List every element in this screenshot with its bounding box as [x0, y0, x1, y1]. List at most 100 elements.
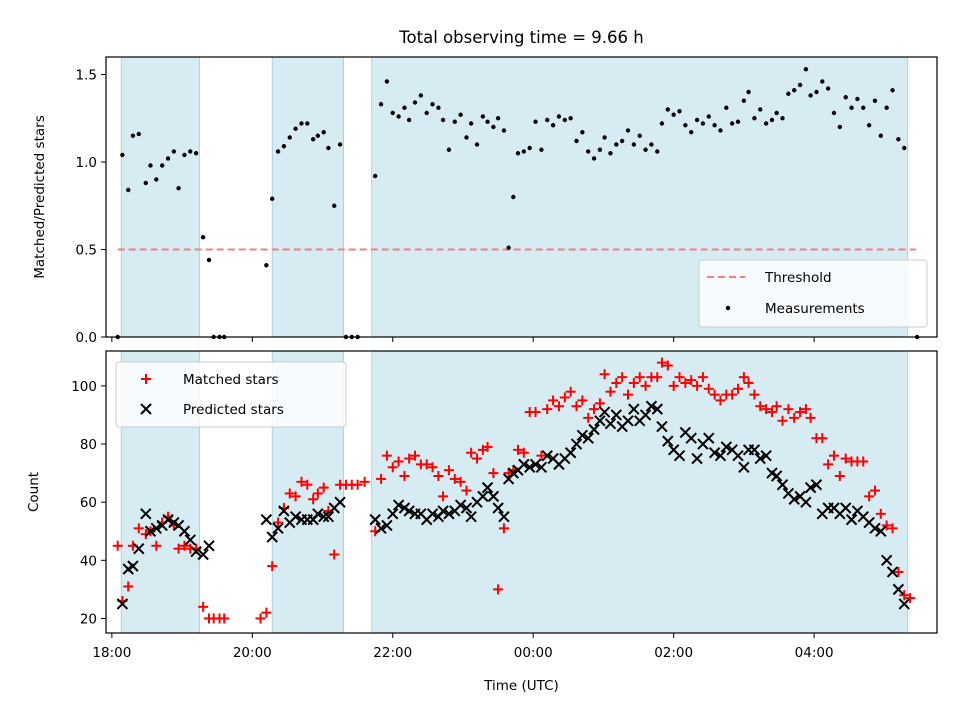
measurement-point [440, 117, 446, 123]
x-stroke [403, 505, 415, 517]
measurement-point [418, 93, 424, 98]
matched-star-point [840, 453, 851, 464]
x-stroke [334, 496, 346, 508]
x-stroke [651, 403, 663, 415]
measurement-point [310, 137, 316, 142]
x-stroke [673, 449, 686, 462]
measurements-legend-swatch [725, 305, 731, 311]
x-stroke [415, 508, 427, 520]
x-stroke [685, 432, 697, 444]
matched-star-point [640, 380, 651, 391]
matched-star-point [766, 407, 777, 418]
x-stroke [541, 449, 553, 462]
measurement-point [866, 123, 872, 128]
measurement-point [275, 149, 281, 154]
y-tick-label: 20 [80, 611, 97, 627]
predicted-star-point [628, 403, 640, 415]
predicted-legend-swatch [140, 403, 152, 415]
matched-star-point [749, 389, 760, 400]
matched-star-point [449, 473, 460, 484]
measurement-point [689, 130, 694, 135]
predicted-stars-points [116, 400, 910, 610]
measurement-point [436, 105, 441, 110]
measurement-point [597, 147, 603, 152]
matched-star-point [482, 441, 493, 452]
matched-stars-points [112, 357, 916, 624]
matched-star-point [151, 540, 162, 551]
x-stroke [381, 519, 393, 532]
matched-star-point [488, 468, 499, 479]
measurement-point [485, 119, 490, 124]
matched-star-point [805, 412, 816, 423]
x-stroke [454, 499, 467, 511]
matched-star-point [404, 453, 415, 464]
predicted-star-point [127, 560, 139, 572]
matched-star-point [219, 613, 230, 624]
matched-star-point [777, 415, 788, 426]
predicted-star-point [708, 447, 721, 459]
x-stroke [794, 490, 806, 503]
x-stroke [845, 513, 858, 526]
x-tick-label: 22:00 [373, 645, 412, 661]
x-stroke [369, 513, 381, 526]
x-stroke [140, 403, 152, 415]
predicted-star-point [869, 522, 881, 535]
measurement-point [126, 187, 131, 193]
measurement-point [527, 145, 532, 151]
matched-star-point [433, 471, 444, 482]
measurement-point [556, 114, 562, 119]
matched-star-point [329, 549, 340, 560]
measurement-point [814, 89, 819, 95]
measurement-point [452, 119, 457, 124]
matched-star-point [686, 375, 697, 386]
measurement-point [786, 91, 791, 96]
x-stroke [465, 511, 477, 523]
measurement-point [468, 121, 474, 126]
matched-star-point [875, 508, 886, 519]
x-stroke [576, 429, 589, 442]
x-stroke [691, 452, 703, 465]
x-stroke [732, 449, 744, 462]
measurement-point [752, 116, 757, 121]
x-stroke [168, 516, 180, 529]
measurement-point [797, 82, 803, 88]
measurement-point [831, 110, 837, 116]
matched-star-point [594, 398, 605, 409]
measurement-point [884, 105, 889, 110]
x-stroke [760, 449, 772, 462]
matched-star-point [795, 407, 806, 418]
predicted-star-point [645, 400, 658, 412]
x-stroke [828, 502, 840, 514]
matched-star-point [733, 383, 744, 394]
x-axis-label: Time (UTC) [483, 678, 559, 694]
predicted-star-point [523, 461, 536, 473]
measurement-point [120, 152, 125, 158]
matched-star-point [662, 360, 673, 371]
x-stroke [398, 502, 411, 514]
x-stroke [492, 502, 504, 514]
measurement-point [619, 138, 625, 144]
ratio-panel-y-axis-label: Matched/Predicted stars [32, 115, 48, 278]
x-stroke [523, 461, 536, 473]
ratio-panel-frame [105, 56, 938, 338]
matched-star-point [611, 377, 622, 388]
matched-star-point [493, 584, 504, 595]
predicted-star-point [594, 415, 606, 427]
matched-star-point [312, 488, 323, 499]
predicted-legend-label: Predicted stars [183, 402, 284, 418]
x-stroke [703, 432, 715, 444]
measurement-point [495, 116, 501, 121]
x-stroke [604, 417, 617, 430]
measurements-legend-label: Measurements [765, 301, 865, 317]
measurement-point [148, 163, 153, 168]
x-stroke [443, 508, 455, 520]
observing-window [371, 350, 909, 634]
matched-star-point [692, 380, 703, 391]
predicted-star-point [776, 479, 789, 491]
predicted-star-point [656, 420, 668, 433]
matched-star-point [409, 450, 420, 461]
matched-star-point [133, 523, 144, 534]
predicted-star-point [564, 447, 577, 459]
count-panel: 18:00 20:00 22:00 00:00 02:00 04:00 20 40 60 80 1… [26, 350, 938, 694]
